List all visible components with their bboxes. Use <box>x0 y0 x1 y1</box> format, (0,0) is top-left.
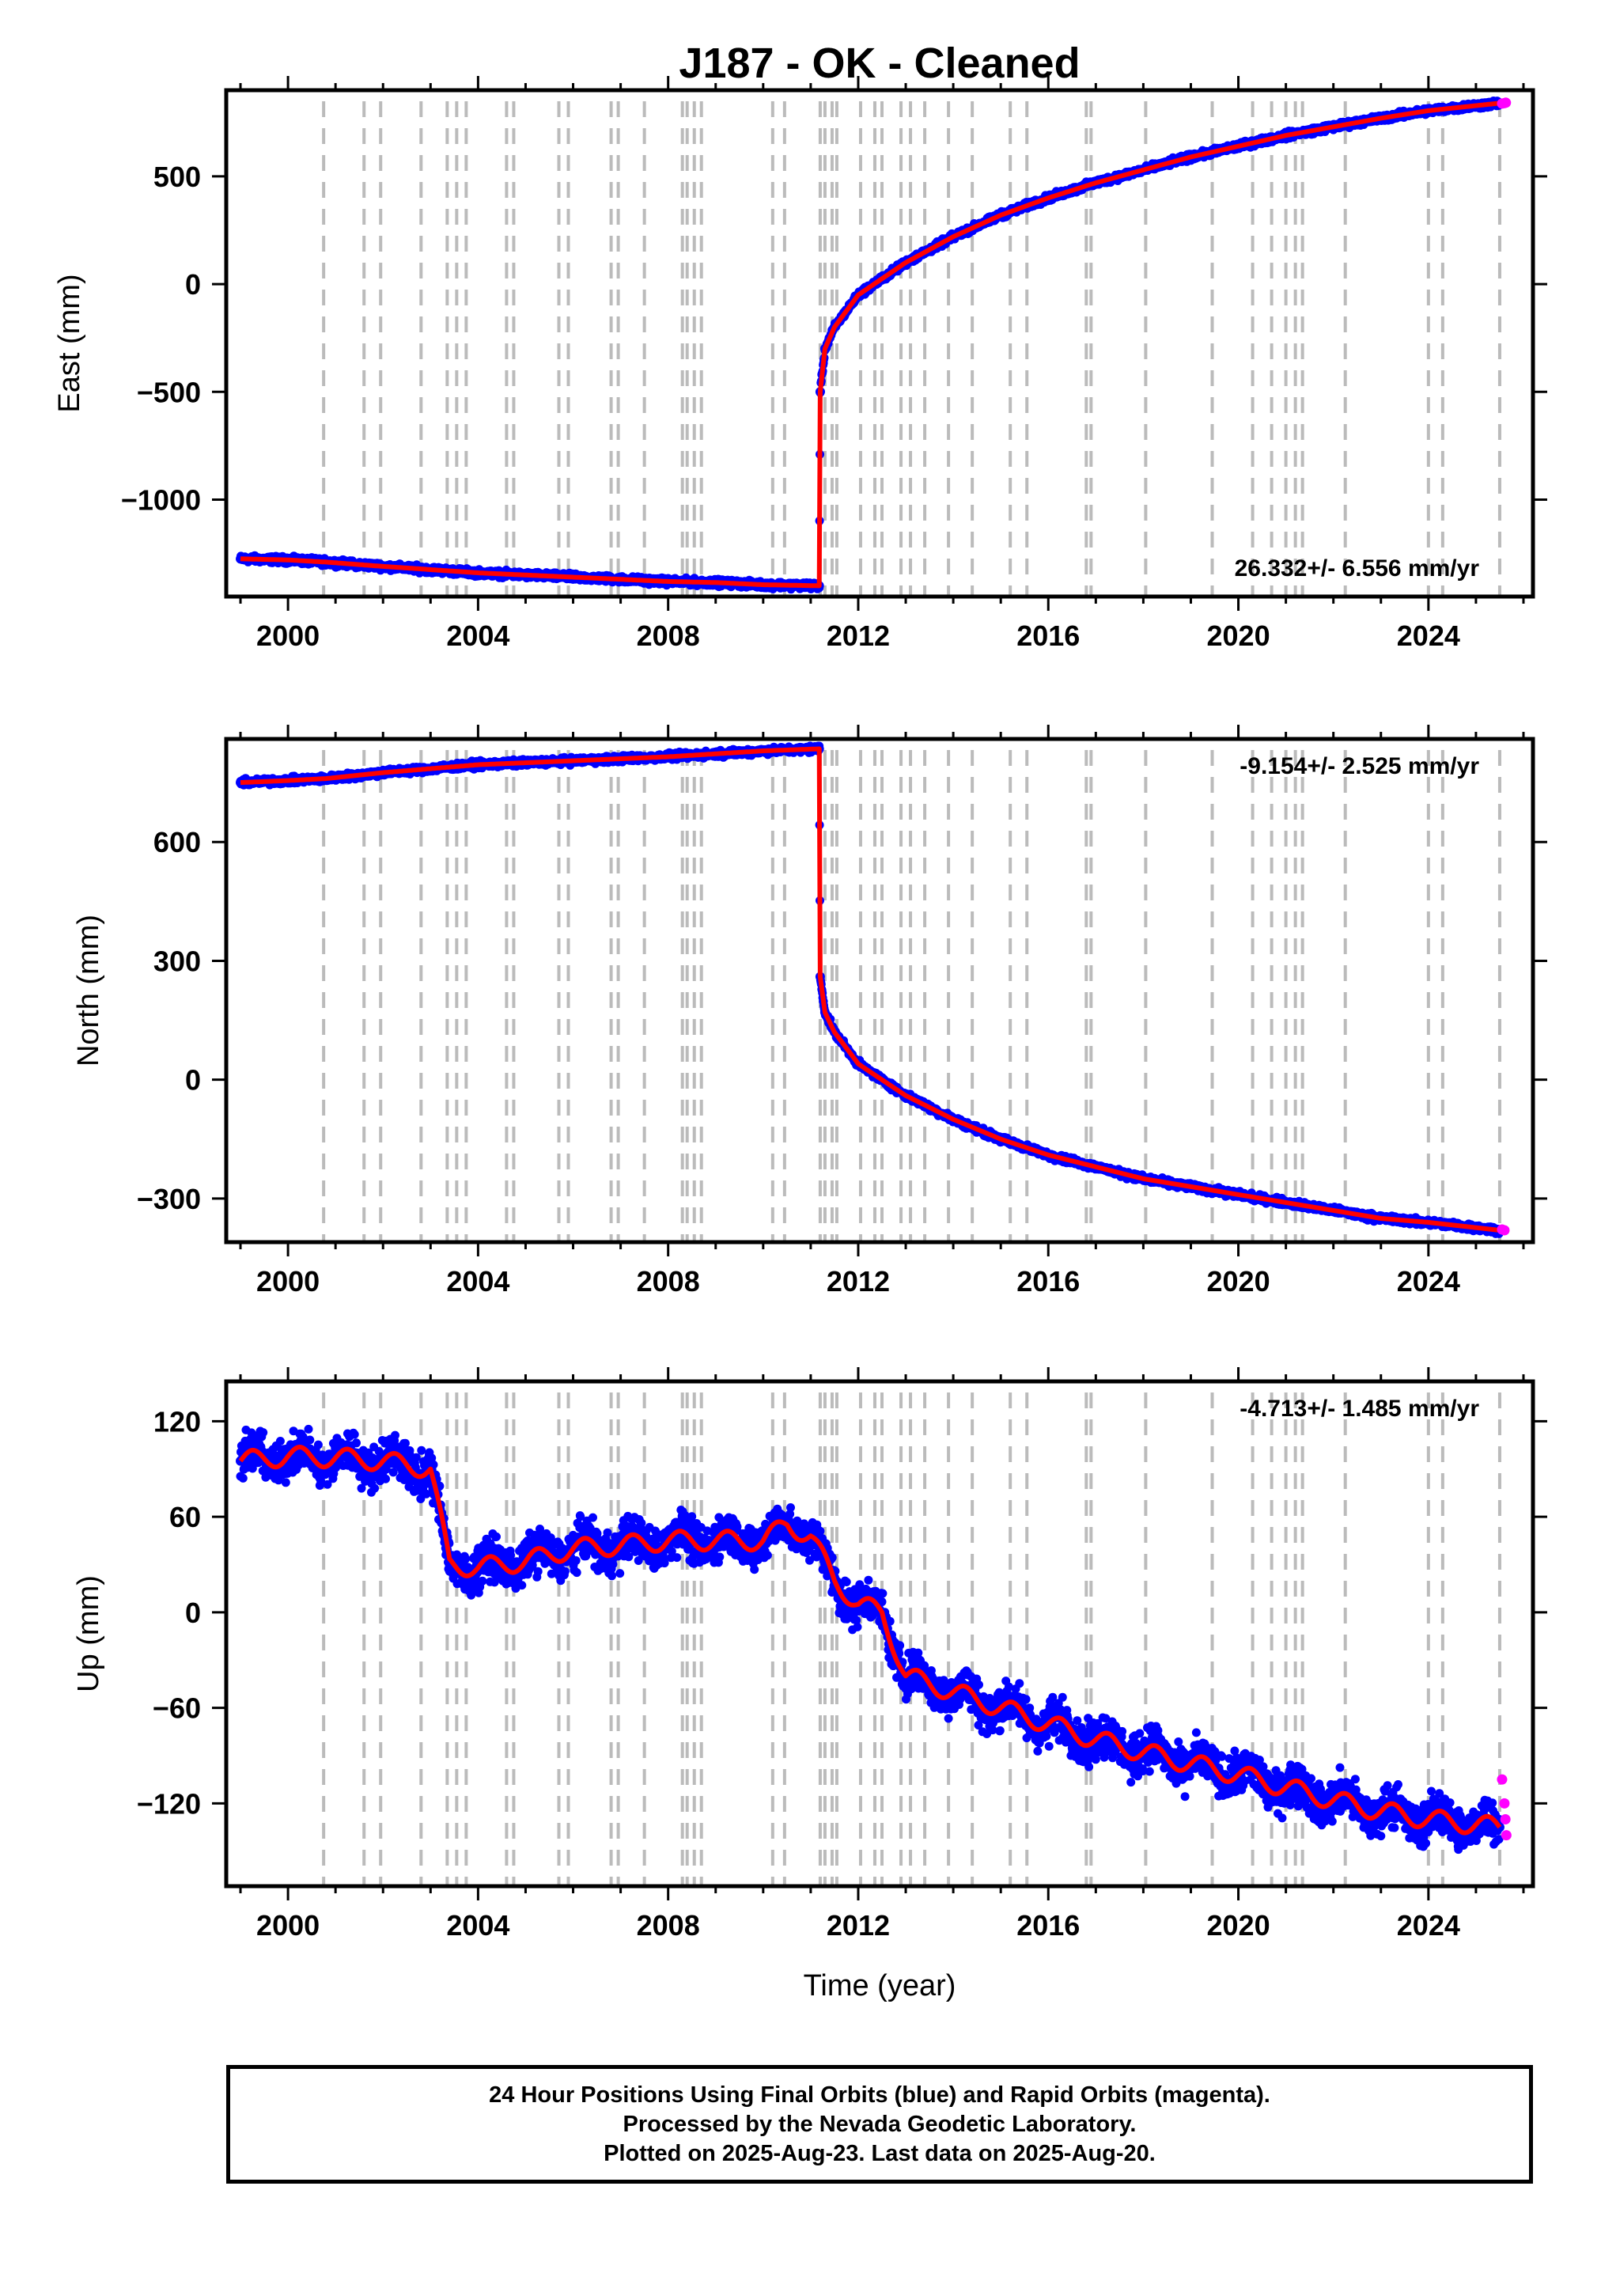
y-tick-label: −1000 <box>121 483 201 516</box>
plot-area-north <box>236 741 1510 1242</box>
x-tick-label: 2012 <box>827 619 890 652</box>
x-tick-label: 2004 <box>446 619 509 652</box>
x-tick-label: 2000 <box>256 619 320 652</box>
x-tick-label: 2016 <box>1016 619 1080 652</box>
y-tick-label: −500 <box>137 376 201 408</box>
y-tick-label: 0 <box>185 268 201 301</box>
panels: 2000 2004 2008 2012 2016 2020 2024 −1000 −500 0 50… <box>53 76 1547 2002</box>
series-final-orbits <box>236 97 1504 594</box>
series-final-orbits <box>236 741 1504 1238</box>
plot-area-east <box>236 97 1512 597</box>
x-tick-label: 2008 <box>637 619 700 652</box>
model-line <box>239 100 1501 589</box>
y-axis-label: East (mm) <box>53 274 86 412</box>
x-tick-label: 2020 <box>1207 619 1270 652</box>
data-point <box>1501 97 1512 108</box>
rate-label: 26.332+/- 6.556 mm/yr <box>1235 555 1480 582</box>
y-tick-label: 500 <box>153 161 201 193</box>
panel-east: 2000 2004 2008 2012 2016 2020 2024 −1000 −500 0 50… <box>53 76 1547 652</box>
panel-north: 2000 2004 2008 2012 2016 2020 2024−3000300600N… <box>72 725 1547 1298</box>
x-tick-label: 2024 <box>1397 619 1460 652</box>
figure-title: J187 - OK - Cleaned <box>679 40 1080 87</box>
